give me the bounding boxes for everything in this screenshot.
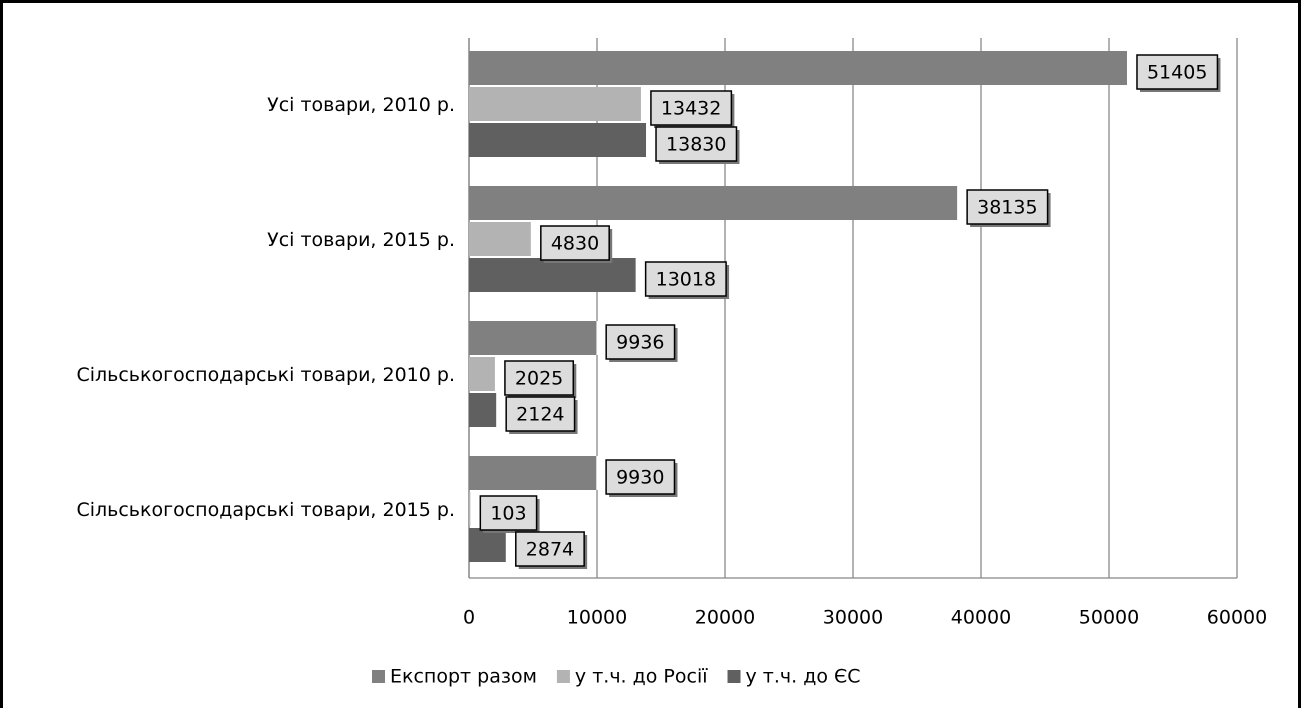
bar [469,456,597,490]
data-label: 4830 [551,233,599,255]
data-label: 9930 [616,467,664,489]
data-label: 2025 [515,368,563,390]
bar [469,393,497,427]
x-tick-label: 20000 [695,607,755,629]
x-tick-label: 0 [463,607,475,629]
data-label: 2124 [516,404,564,426]
legend-label: у т.ч. до ЄС [746,666,861,688]
bar [469,492,471,526]
data-label: 13830 [666,134,726,156]
bar [469,87,641,121]
data-label-group: 103 [479,495,540,533]
data-label-group: 13432 [650,90,735,128]
data-label-group: 9936 [605,324,678,362]
data-label-group: 38135 [966,189,1051,227]
data-label-group: 2124 [505,396,578,434]
bar [469,123,647,157]
data-label-box [1136,54,1219,90]
data-label-box [650,90,733,126]
data-label-box [505,396,576,432]
data-label-group: 13018 [644,261,730,299]
bar [469,222,531,256]
legend-label: у т.ч. до Росії [575,666,708,688]
legend-swatch [372,670,385,683]
data-label-box [540,225,610,261]
data-label-box [504,360,575,396]
data-label: 51405 [1147,62,1207,84]
data-label: 38135 [977,197,1037,219]
y-tick-label: Усі товари, 2010 р. [267,94,455,116]
bar [469,258,636,292]
data-label: 13432 [661,98,721,120]
y-tick-label: Сільськогосподарські товари, 2010 р. [76,364,455,386]
y-tick-label: Сільськогосподарські товари, 2015 р. [76,499,455,521]
bar [469,528,506,562]
bar [469,51,1127,85]
data-label-box [605,324,676,360]
y-tick-label: Усі товари, 2015 р. [267,229,455,251]
legend-swatch [727,670,741,683]
data-label-box [655,126,738,162]
x-tick-label: 40000 [951,607,1011,629]
data-label-box [515,531,585,567]
data-label-box [605,459,676,495]
x-tick-label: 60000 [1207,607,1267,629]
data-label: 103 [490,503,526,525]
data-label: 2874 [526,539,574,561]
data-label-group: 9930 [605,459,678,497]
bar [469,321,597,355]
data-label: 13018 [656,269,716,291]
data-label: 9936 [616,332,664,354]
data-label-group: 51405 [1136,54,1221,92]
bar [469,357,495,391]
data-label-box [966,189,1049,225]
data-label-group: 2025 [504,360,577,398]
x-tick-label: 50000 [1079,607,1139,629]
bar [469,186,958,220]
data-label-group: 4830 [540,225,613,263]
legend-label: Експорт разом [390,666,537,688]
data-label-box [644,261,727,297]
data-label-group: 13830 [655,126,740,164]
data-label-box [479,495,538,531]
data-label-group: 2874 [515,531,588,569]
x-tick-label: 10000 [567,607,627,629]
x-tick-label: 30000 [823,607,883,629]
legend-swatch [556,670,570,683]
